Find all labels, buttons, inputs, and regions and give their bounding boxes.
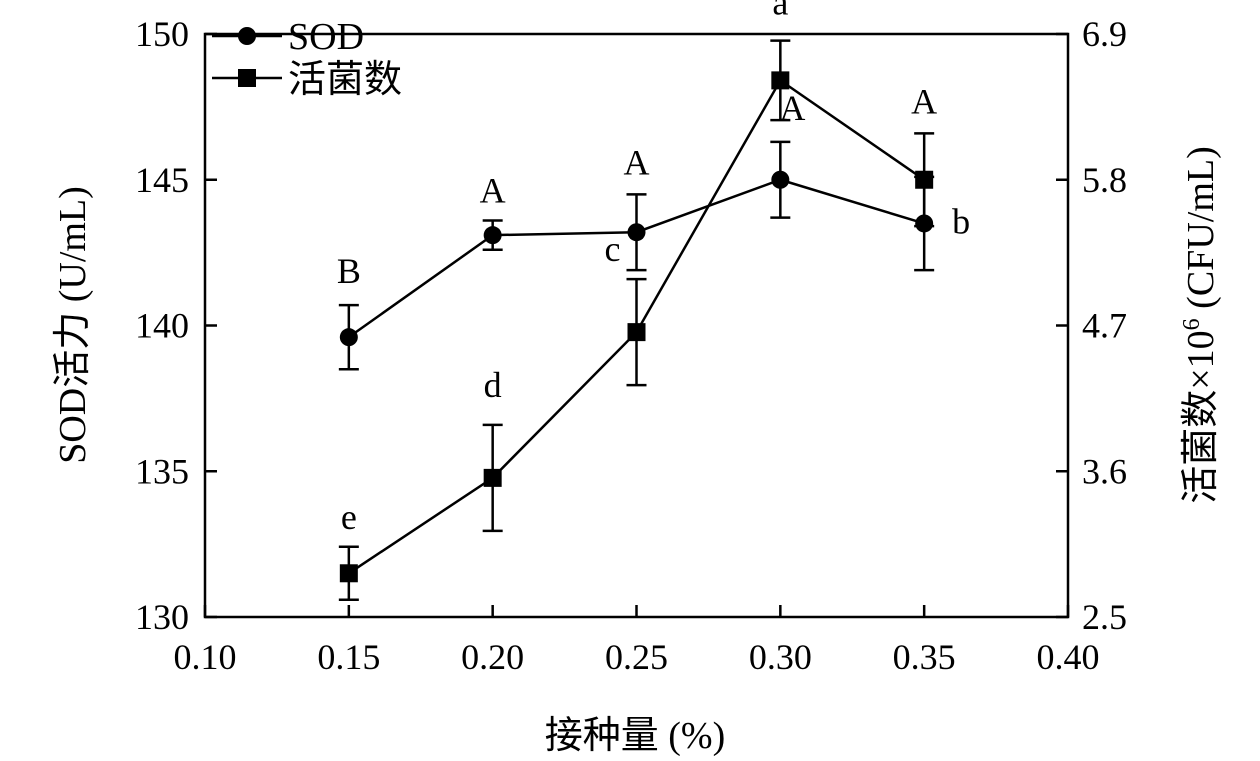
data-point-square: [627, 323, 646, 342]
legend-label-sod: SOD: [288, 16, 364, 58]
data-point-circle: [627, 223, 646, 242]
significance-label: b: [952, 201, 970, 241]
x-tick-label: 0.20: [461, 637, 524, 677]
right-y-axis-title: 活菌数×106 (CFU/mL): [1179, 146, 1222, 504]
legend-item-sod: SOD: [212, 16, 364, 58]
right-y-tick-label: 2.5: [1082, 597, 1127, 637]
left-y-axis-title: SOD活力 (U/mL): [52, 186, 94, 464]
data-point-square: [771, 71, 790, 90]
data-point-square: [339, 564, 358, 583]
x-axis-title: 接种量 (%): [545, 715, 725, 757]
data-point-square: [915, 170, 934, 189]
right-y-axis-title-unit: (CFU/mL): [1180, 146, 1222, 318]
x-tick-label: 0.35: [893, 637, 956, 677]
significance-label: A: [624, 142, 650, 182]
ticks-layer: 0.10 0.15 0.20 0.25 0.30 0.35 0.40 130 135 140 145…: [135, 14, 1127, 677]
significance-label: d: [484, 365, 502, 405]
significance-label: a: [772, 0, 788, 23]
left-y-tick-label: 135: [135, 451, 189, 491]
x-tick-label: 0.40: [1037, 637, 1100, 677]
significance-label: c: [605, 229, 621, 269]
data-point-circle: [339, 328, 358, 347]
significance-label: B: [337, 251, 361, 291]
legend-label-viable-count: 活菌数: [288, 59, 402, 101]
series-viable-count: e d c a A: [338, 0, 937, 602]
data-point-circle: [771, 170, 790, 189]
left-y-tick-label: 140: [135, 306, 189, 346]
x-tick-label: 0.25: [605, 637, 668, 677]
left-y-tick-label: 145: [135, 160, 189, 200]
right-y-axis-title-main: 活菌数×10: [1180, 330, 1222, 503]
right-y-tick-label: 4.7: [1082, 306, 1127, 346]
right-y-axis-title-superscript: 6: [1179, 318, 1205, 330]
data-point-circle: [483, 226, 502, 245]
x-tick-label: 0.30: [749, 637, 812, 677]
significance-label: A: [911, 81, 937, 121]
legend: SOD 活菌数: [212, 16, 402, 101]
significance-label: e: [341, 497, 357, 537]
legend-marker-square: [238, 69, 256, 87]
right-y-tick-label: 6.9: [1082, 14, 1127, 54]
x-tick-label: 0.10: [174, 637, 237, 677]
significance-label: A: [480, 171, 506, 211]
x-tick-label: 0.15: [317, 637, 380, 677]
right-y-tick-label: 5.8: [1082, 160, 1127, 200]
data-point-square: [483, 468, 502, 487]
left-y-tick-label: 130: [135, 597, 189, 637]
left-y-tick-label: 150: [135, 14, 189, 54]
series-layer: B A A Ab e d c a A: [337, 0, 970, 602]
right-y-tick-label: 3.6: [1082, 451, 1127, 491]
legend-item-viable-count: 活菌数: [212, 59, 402, 101]
legend-marker-circle: [238, 27, 256, 45]
